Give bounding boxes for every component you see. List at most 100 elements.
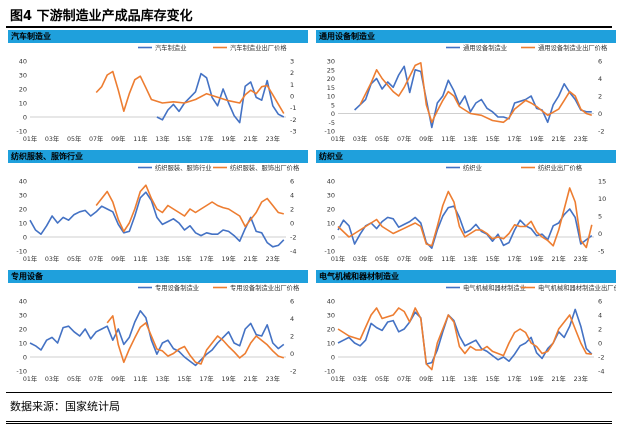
- x-tick-label: 11年: [133, 374, 147, 383]
- y-left-tick-label: 0: [331, 354, 335, 362]
- x-tick-label: 19年: [529, 374, 543, 383]
- x-tick-label: 01年: [331, 374, 345, 383]
- x-tick-label: 05年: [67, 254, 81, 263]
- y-left-tick-label: 30: [19, 72, 27, 80]
- y-right-tick-label: 0: [598, 340, 602, 348]
- x-tick-label: 19年: [221, 374, 235, 383]
- y-right-tick-label: -2: [290, 234, 296, 242]
- x-tick-label: 09年: [419, 374, 433, 383]
- x-tick-label: 09年: [111, 374, 125, 383]
- y-left-tick-label: 40: [19, 298, 27, 306]
- x-tick-label: 23年: [574, 254, 588, 263]
- x-tick-label: 01年: [23, 374, 37, 383]
- y-left-tick-label: 20: [327, 75, 335, 83]
- x-tick-label: 17年: [507, 134, 521, 143]
- y-right-tick-label: 4: [290, 192, 294, 200]
- legend-label: 汽车制造业出厂价格: [230, 43, 287, 52]
- legend-label: 通用设备制造业出厂价格: [538, 43, 608, 52]
- legend-label: 电气机械和器材制造业: [463, 283, 526, 292]
- y-left-tick-label: 10: [327, 93, 335, 101]
- x-tick-label: 09年: [419, 254, 433, 263]
- x-tick-label: 21年: [552, 254, 566, 263]
- figure-title: 图4 下游制造业产成品库存变化: [6, 6, 612, 28]
- y-left-tick-label: -10: [324, 368, 335, 376]
- y-right-tick-label: 0: [598, 110, 602, 118]
- y-right-tick-label: 6: [290, 178, 294, 186]
- x-tick-label: 23年: [574, 134, 588, 143]
- y-left-tick-label: -10: [324, 248, 335, 256]
- legend-label: 纺织业出厂价格: [538, 163, 583, 172]
- x-tick-label: 07年: [397, 374, 411, 383]
- legend-label: 专用设备制造业: [155, 283, 199, 292]
- x-tick-label: 01年: [23, 254, 37, 263]
- y-left-tick-label: 0: [23, 234, 27, 242]
- y-left-tick-label: 30: [19, 192, 27, 200]
- series-line: [337, 187, 593, 249]
- y-left-tick-label: 40: [19, 58, 27, 66]
- x-tick-label: 11年: [133, 254, 147, 263]
- x-tick-label: 03年: [353, 134, 367, 143]
- x-tick-label: 23年: [266, 374, 280, 383]
- y-left-tick-label: 40: [327, 298, 335, 306]
- y-left-tick-label: 20: [327, 326, 335, 334]
- bottom-rule: [6, 423, 612, 424]
- x-tick-label: 07年: [397, 254, 411, 263]
- x-tick-label: 03年: [45, 254, 59, 263]
- y-left-tick-label: 20: [327, 206, 335, 214]
- y-left-tick-label: -10: [16, 128, 27, 136]
- y-left-tick-label: 30: [327, 192, 335, 200]
- y-left-tick-label: 30: [19, 312, 27, 320]
- y-left-tick-label: -10: [16, 248, 27, 256]
- y-right-tick-label: 6: [290, 298, 294, 306]
- series-line: [95, 184, 284, 233]
- y-right-tick-label: -4: [290, 248, 296, 256]
- panel-title: 纺织业: [316, 150, 616, 163]
- x-tick-label: 21年: [244, 254, 258, 263]
- y-right-tick-label: 15: [598, 178, 606, 186]
- x-tick-label: 13年: [463, 374, 477, 383]
- y-right-tick-label: 6: [598, 298, 602, 306]
- legend-label: 电气机械和器材制造业出厂价格: [538, 283, 616, 292]
- x-tick-label: 15年: [485, 134, 499, 143]
- y-right-tick-label: 2: [290, 333, 294, 341]
- legend-label: 纺织服装、服饰出厂价格: [230, 163, 300, 172]
- x-tick-label: 01年: [331, 134, 345, 143]
- legend-label: 通用设备制造业: [463, 43, 507, 52]
- panel-title: 汽车制造业: [8, 30, 308, 43]
- x-tick-label: 17年: [199, 134, 213, 143]
- x-tick-label: 21年: [552, 134, 566, 143]
- y-left-tick-label: 20: [19, 206, 27, 214]
- series-line: [29, 191, 285, 248]
- y-right-tick-label: 10: [598, 195, 606, 203]
- y-left-tick-label: 25: [327, 66, 335, 74]
- series-line: [354, 65, 592, 129]
- y-right-tick-label: -2: [290, 368, 296, 376]
- y-right-tick-label: 6: [598, 58, 602, 66]
- x-tick-label: 15年: [177, 134, 191, 143]
- chart-panel-apparel: 纺织服装、服饰行业 -10 0 10 20 30 40 -4 -2 0 2 4 6 01年 03年 05年 0…: [8, 150, 308, 270]
- x-tick-label: 17年: [199, 254, 213, 263]
- x-tick-label: 23年: [574, 374, 588, 383]
- x-tick-label: 21年: [552, 374, 566, 383]
- y-right-tick-label: -4: [598, 368, 604, 376]
- series-line: [359, 62, 593, 124]
- chart-panel-special-equipment: 专用设备 -10 0 10 20 30 40 -2 0 2 4 6 01年 03年 05年 07年 09年 11…: [8, 270, 308, 390]
- x-tick-label: 05年: [375, 254, 389, 263]
- panel-title: 通用设备制造业: [316, 30, 616, 43]
- x-tick-label: 03年: [353, 374, 367, 383]
- chart-svg: -10 0 10 20 30 40 -2 0 2 4 6 01年 03年 05年 07年 09年 11年 13年 1…: [16, 283, 300, 383]
- y-right-tick-label: 4: [598, 75, 602, 83]
- y-left-tick-label: 0: [23, 114, 27, 122]
- legend-label: 专用设备制造业出厂价格: [230, 283, 300, 292]
- y-left-tick-label: 30: [327, 58, 335, 66]
- y-left-tick-label: 40: [19, 178, 27, 186]
- y-left-tick-label: -5: [329, 119, 335, 127]
- y-left-tick-label: 10: [19, 220, 27, 228]
- x-tick-label: 15年: [177, 254, 191, 263]
- x-tick-label: 19年: [221, 134, 235, 143]
- x-tick-label: 15年: [177, 374, 191, 383]
- y-left-tick-label: 10: [327, 340, 335, 348]
- x-tick-label: 13年: [155, 134, 169, 143]
